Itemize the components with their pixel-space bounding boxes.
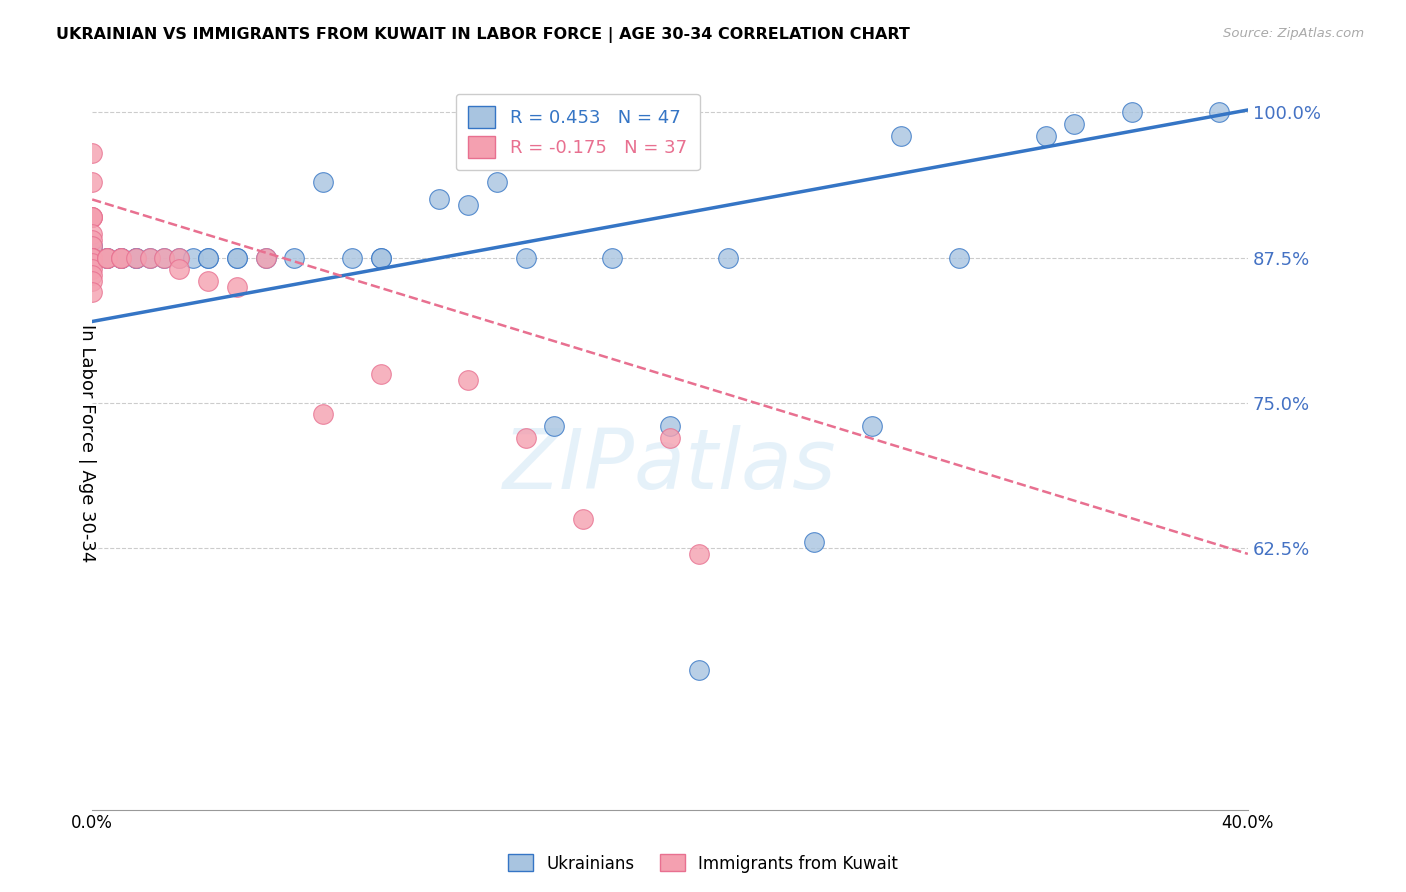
Point xyxy=(82,227,104,242)
Point xyxy=(110,251,132,265)
Point xyxy=(82,274,104,288)
Point xyxy=(167,251,190,265)
Y-axis label: In Labor Force | Age 30-34: In Labor Force | Age 30-34 xyxy=(79,325,96,563)
Point xyxy=(225,279,247,293)
Point xyxy=(803,535,825,549)
Point xyxy=(82,262,104,277)
Point xyxy=(96,251,118,265)
Point xyxy=(82,239,104,253)
Point xyxy=(860,419,883,434)
Point xyxy=(82,251,104,265)
Point xyxy=(659,419,682,434)
Point xyxy=(197,274,219,288)
Point xyxy=(688,663,710,677)
Point xyxy=(82,145,104,160)
Point xyxy=(82,244,104,259)
Point xyxy=(370,251,392,265)
Point xyxy=(543,419,565,434)
Point xyxy=(167,251,190,265)
Point xyxy=(82,210,104,224)
Point xyxy=(948,251,970,265)
Point xyxy=(659,431,682,445)
Legend: Ukrainians, Immigrants from Kuwait: Ukrainians, Immigrants from Kuwait xyxy=(502,847,904,880)
Text: UKRAINIAN VS IMMIGRANTS FROM KUWAIT IN LABOR FORCE | AGE 30-34 CORRELATION CHART: UKRAINIAN VS IMMIGRANTS FROM KUWAIT IN L… xyxy=(56,27,910,43)
Point xyxy=(457,198,479,212)
Point xyxy=(515,251,537,265)
Point xyxy=(572,512,595,526)
Point xyxy=(890,128,912,143)
Point xyxy=(312,175,335,189)
Point xyxy=(153,251,176,265)
Point xyxy=(427,193,450,207)
Legend: R = 0.453   N = 47, R = -0.175   N = 37: R = 0.453 N = 47, R = -0.175 N = 37 xyxy=(456,94,700,170)
Point xyxy=(139,251,162,265)
Point xyxy=(717,251,740,265)
Point xyxy=(82,210,104,224)
Point xyxy=(283,251,305,265)
Point xyxy=(153,251,176,265)
Point xyxy=(1035,128,1057,143)
Point xyxy=(96,251,118,265)
Point xyxy=(1121,105,1143,120)
Point xyxy=(688,547,710,561)
Point xyxy=(225,251,247,265)
Point xyxy=(82,251,104,265)
Point xyxy=(82,251,104,265)
Point xyxy=(82,239,104,253)
Point xyxy=(197,251,219,265)
Point xyxy=(370,367,392,381)
Point xyxy=(370,251,392,265)
Point xyxy=(139,251,162,265)
Point xyxy=(82,175,104,189)
Point xyxy=(82,268,104,282)
Point xyxy=(82,251,104,265)
Point xyxy=(82,251,104,265)
Point xyxy=(515,431,537,445)
Point xyxy=(82,251,104,265)
Point xyxy=(82,251,104,265)
Point xyxy=(82,256,104,270)
Text: ZIPatlas: ZIPatlas xyxy=(503,425,837,506)
Point xyxy=(110,251,132,265)
Point xyxy=(82,251,104,265)
Point xyxy=(82,251,104,265)
Point xyxy=(82,285,104,300)
Point xyxy=(340,251,363,265)
Point xyxy=(82,233,104,247)
Point xyxy=(254,251,277,265)
Point xyxy=(485,175,508,189)
Point xyxy=(457,373,479,387)
Point xyxy=(600,251,623,265)
Point xyxy=(124,251,146,265)
Point xyxy=(197,251,219,265)
Point xyxy=(110,251,132,265)
Point xyxy=(1063,117,1085,131)
Point xyxy=(124,251,146,265)
Point xyxy=(167,262,190,277)
Point xyxy=(181,251,204,265)
Point xyxy=(96,251,118,265)
Point xyxy=(225,251,247,265)
Point xyxy=(82,251,104,265)
Point xyxy=(82,251,104,265)
Point xyxy=(82,251,104,265)
Point xyxy=(96,251,118,265)
Text: Source: ZipAtlas.com: Source: ZipAtlas.com xyxy=(1223,27,1364,40)
Point xyxy=(124,251,146,265)
Point xyxy=(254,251,277,265)
Point xyxy=(1208,105,1230,120)
Point xyxy=(110,251,132,265)
Point xyxy=(312,408,335,422)
Point xyxy=(82,210,104,224)
Point xyxy=(82,251,104,265)
